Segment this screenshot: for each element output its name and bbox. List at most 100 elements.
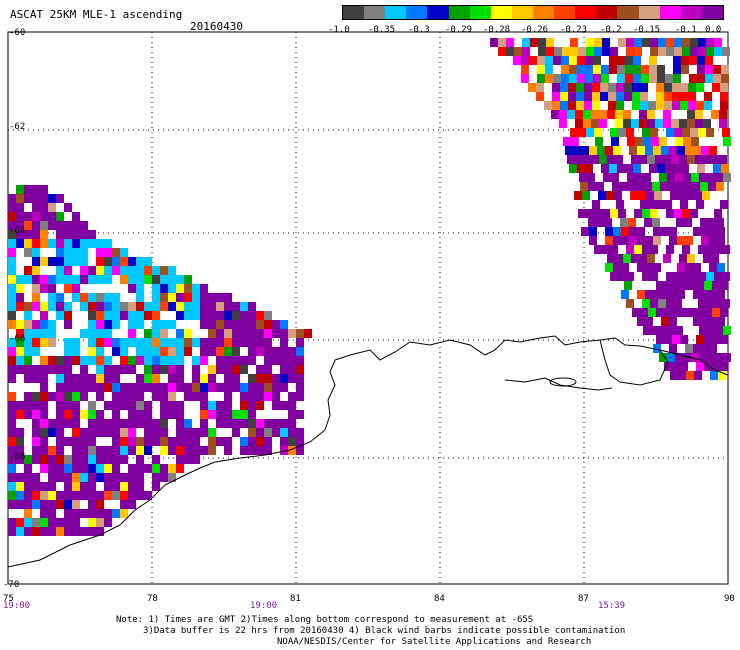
swath-cell xyxy=(104,266,112,275)
swath-cell xyxy=(24,347,32,356)
swath-cell xyxy=(40,482,48,491)
swath-cell xyxy=(56,221,64,230)
swath-cell xyxy=(192,374,200,383)
swath-cell xyxy=(701,227,709,236)
swath-cell xyxy=(40,446,48,455)
swath-cell xyxy=(80,527,88,536)
swath-cell xyxy=(112,338,120,347)
swath-cell xyxy=(296,410,304,419)
swath-cell xyxy=(64,491,72,500)
swath-cell xyxy=(48,284,56,293)
swath-cell xyxy=(128,356,136,365)
swath-cell xyxy=(706,47,714,56)
swath-cell xyxy=(144,419,152,428)
swath-cell xyxy=(112,410,120,419)
swath-cell xyxy=(665,164,673,173)
swath-cell xyxy=(96,266,104,275)
swath-cell xyxy=(600,83,608,92)
swath-cell xyxy=(224,410,232,419)
coastline xyxy=(7,335,729,568)
swath-cell xyxy=(699,353,707,362)
swath-cell xyxy=(232,320,240,329)
swath-cell xyxy=(706,245,714,254)
swath-cell xyxy=(573,146,581,155)
swath-cell xyxy=(681,65,689,74)
swath-cell xyxy=(248,383,256,392)
swath-cell xyxy=(128,500,136,509)
swath-cell xyxy=(717,317,725,326)
swath-cell xyxy=(176,383,184,392)
swath-cell xyxy=(184,392,192,401)
swath-cell xyxy=(637,317,645,326)
swath-cell xyxy=(296,365,304,374)
swath-cell xyxy=(72,473,80,482)
swath-cell xyxy=(602,209,610,218)
swath-cell xyxy=(609,164,617,173)
swath-cell xyxy=(563,137,571,146)
swath-cell xyxy=(248,338,256,347)
swath-cell xyxy=(721,65,729,74)
swath-cell xyxy=(641,65,649,74)
swath-cell xyxy=(288,329,296,338)
swath-cell xyxy=(16,446,24,455)
swath-cell xyxy=(40,230,48,239)
swath-cell xyxy=(176,329,184,338)
swath-cell xyxy=(644,182,652,191)
swath-cell xyxy=(24,302,32,311)
swath-cell xyxy=(700,218,708,227)
swath-cell xyxy=(152,320,160,329)
swath-cell xyxy=(595,137,603,146)
swath-cell xyxy=(617,56,625,65)
swath-cell xyxy=(530,38,538,47)
swath-cell xyxy=(184,347,192,356)
swath-cell xyxy=(64,455,72,464)
swath-cell xyxy=(192,293,200,302)
swath-cell xyxy=(48,212,56,221)
lat-label: -66 xyxy=(9,334,26,344)
swath-cell xyxy=(136,446,144,455)
swath-cell xyxy=(16,284,24,293)
swath-cell xyxy=(128,311,136,320)
swath-cell xyxy=(696,281,704,290)
swath-cell xyxy=(8,239,16,248)
colorbar-label: -0.23 xyxy=(560,25,588,35)
swath-cell xyxy=(32,500,40,509)
swath-cell xyxy=(72,383,80,392)
colorbar-segment xyxy=(406,6,428,19)
swath-cell xyxy=(248,311,256,320)
swath-cell xyxy=(104,482,112,491)
swath-cell xyxy=(272,392,280,401)
swath-cell xyxy=(8,311,16,320)
swath-cell xyxy=(16,230,24,239)
swath-cell xyxy=(56,374,64,383)
swath-cell xyxy=(288,437,296,446)
lon-label: 75 xyxy=(3,594,14,604)
swath-cell xyxy=(104,428,112,437)
swath-cell xyxy=(96,311,104,320)
swath-cell xyxy=(64,203,72,212)
swath-cell xyxy=(280,383,288,392)
swath-cell xyxy=(653,263,661,272)
swath-cell xyxy=(677,146,685,155)
swath-cell xyxy=(8,266,16,275)
swath-cell xyxy=(96,338,104,347)
swath-cell xyxy=(240,338,248,347)
swath-cell xyxy=(552,92,560,101)
swath-cell xyxy=(16,527,24,536)
swath-cell xyxy=(690,209,698,218)
swath-cell xyxy=(626,272,634,281)
swath-cell xyxy=(669,146,677,155)
swath-cell xyxy=(656,83,664,92)
swath-cell xyxy=(656,200,664,209)
swath-cell xyxy=(56,311,64,320)
swath-cell xyxy=(674,128,682,137)
swath-cell xyxy=(640,92,648,101)
swath-cell xyxy=(615,110,623,119)
swath-cell xyxy=(216,383,224,392)
swath-cell xyxy=(40,338,48,347)
swath-cell xyxy=(690,47,698,56)
swath-cell xyxy=(120,473,128,482)
swath-cell xyxy=(513,56,521,65)
swath-cell xyxy=(160,383,168,392)
swath-cell xyxy=(40,320,48,329)
